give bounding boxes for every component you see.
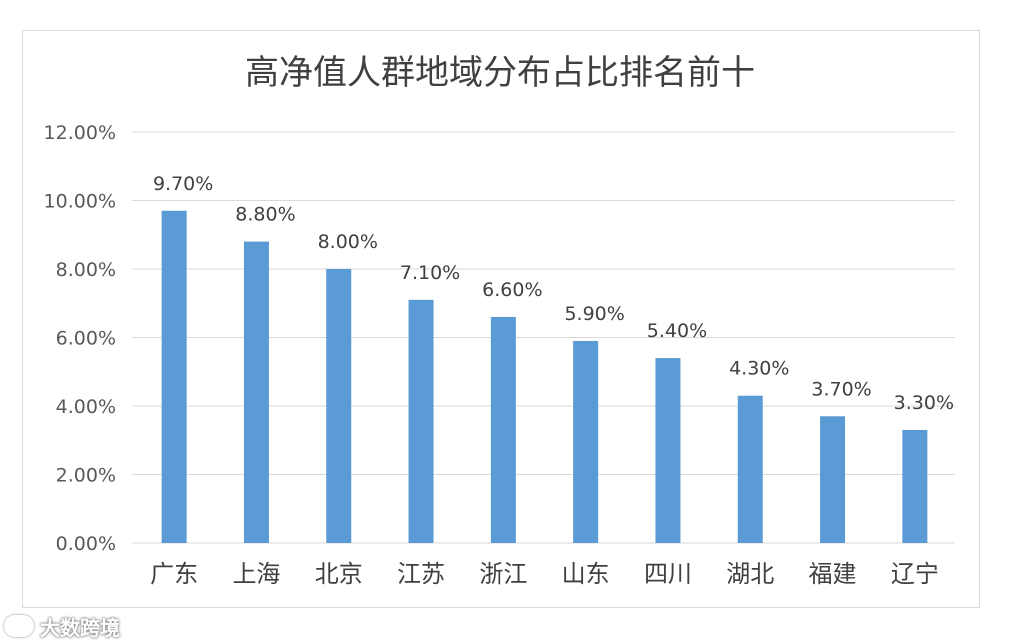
watermark: 大数跨境 <box>4 612 120 640</box>
data-label: 4.30% <box>729 358 789 380</box>
y-tick-label: 10.00% <box>44 191 116 213</box>
data-label: 9.70% <box>153 173 213 195</box>
x-tick-label: 上海 <box>232 560 280 588</box>
bar <box>161 210 187 543</box>
x-tick-label: 福建 <box>809 560 857 588</box>
data-label: 5.40% <box>647 320 707 342</box>
y-tick-label: 8.00% <box>56 259 116 281</box>
bar <box>573 340 599 543</box>
bar <box>820 416 846 543</box>
x-tick-label: 四川 <box>644 560 692 588</box>
x-tick-label: 山东 <box>562 560 610 588</box>
watermark-text: 大数跨境 <box>40 615 120 640</box>
bar <box>326 269 352 543</box>
bar <box>408 299 434 543</box>
bars <box>161 210 928 543</box>
bar <box>737 395 763 543</box>
x-tick-label: 辽宁 <box>891 560 939 588</box>
chart-title: 高净值人群地域分布占比排名前十 <box>245 53 755 93</box>
x-axis: 广东 上海 北京 江苏 浙江 山东 四川 湖北 福建 辽宁 <box>150 560 939 588</box>
y-tick-label: 0.00% <box>56 533 116 555</box>
data-label: 3.70% <box>811 378 871 400</box>
bar <box>902 429 928 543</box>
y-tick-label: 2.00% <box>56 465 116 487</box>
bar <box>243 241 269 543</box>
y-tick-label: 4.00% <box>56 396 116 418</box>
x-tick-label: 北京 <box>315 560 363 588</box>
bar <box>655 358 681 543</box>
data-label: 8.00% <box>318 231 378 253</box>
y-tick-label: 6.00% <box>56 328 116 350</box>
data-label: 7.10% <box>400 262 460 284</box>
data-label: 6.60% <box>482 279 542 301</box>
data-label: 8.80% <box>235 204 295 226</box>
data-label: 5.90% <box>564 303 624 325</box>
data-labels: 9.70% 8.80% 8.00% 7.10% 6.60% 5.90% 5.40% 4.30%… <box>153 173 954 414</box>
y-tick-label: 12.00% <box>44 122 116 144</box>
gridlines <box>132 131 955 544</box>
watermark-logo-icon <box>4 615 34 637</box>
y-axis: 0.00% 2.00% 4.00% 6.00% 8.00% 10.00% 12.00% <box>44 122 116 555</box>
x-tick-label: 浙江 <box>479 560 527 588</box>
x-tick-label: 湖北 <box>726 560 774 588</box>
x-tick-label: 广东 <box>150 560 198 588</box>
data-label: 3.30% <box>894 392 954 414</box>
x-tick-label: 江苏 <box>397 560 445 588</box>
bar <box>490 316 516 543</box>
